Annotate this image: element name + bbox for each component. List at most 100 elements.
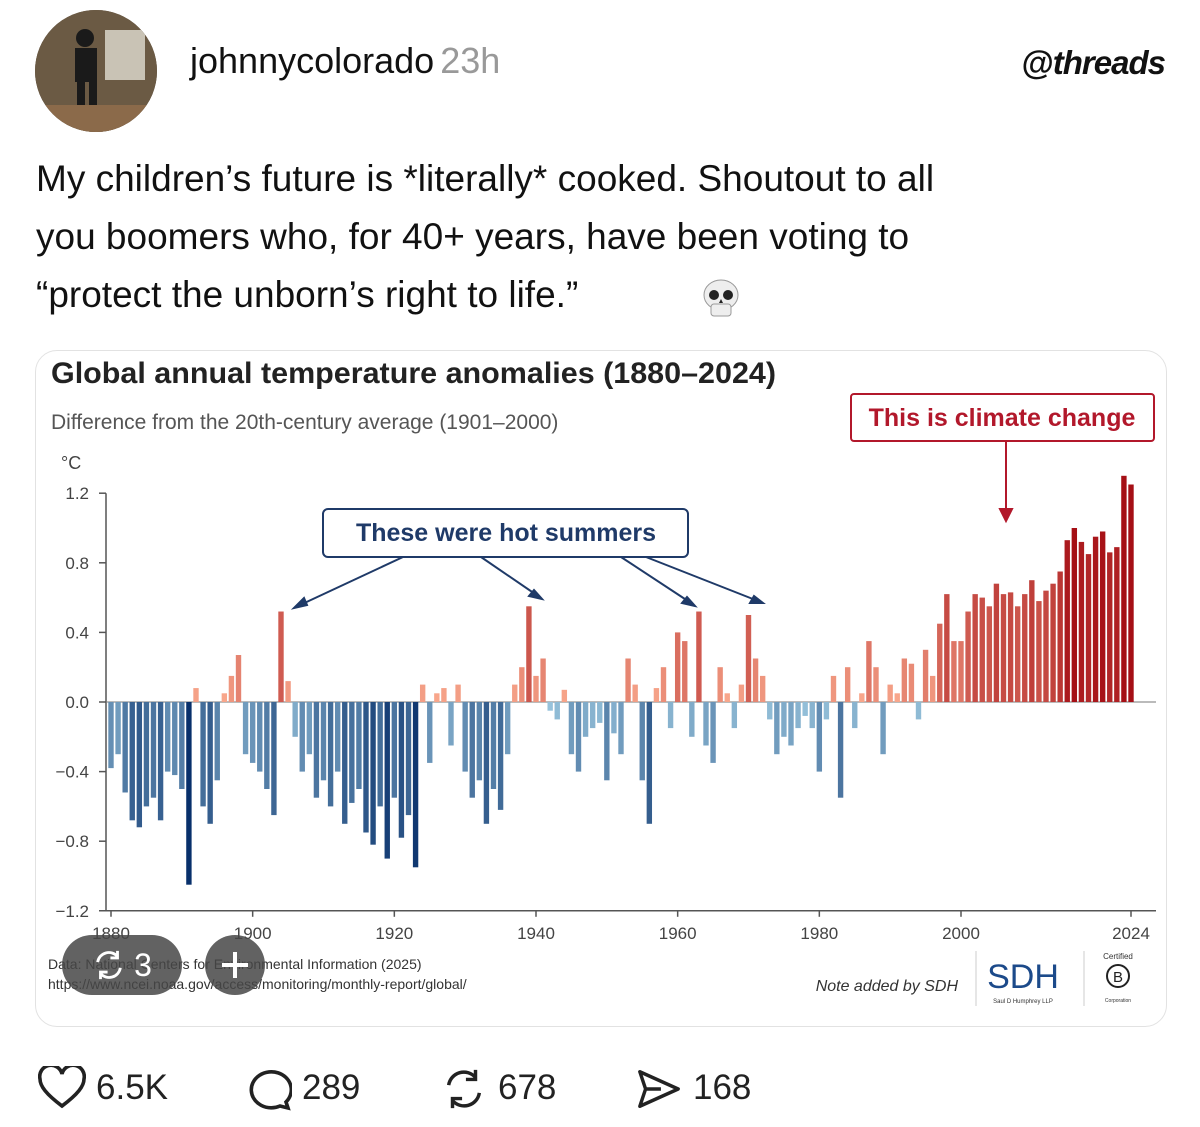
bar xyxy=(519,667,525,702)
bar xyxy=(299,702,305,772)
b-corp-circle xyxy=(1106,964,1130,988)
bar xyxy=(908,663,915,702)
bar xyxy=(377,702,383,807)
username[interactable]: johnnycolorado xyxy=(190,40,435,81)
bar xyxy=(172,702,178,776)
bar xyxy=(639,702,645,781)
bar xyxy=(349,702,355,803)
bar xyxy=(278,611,284,702)
bar xyxy=(342,702,348,824)
chart-title: Global annual temperature anomalies (188… xyxy=(51,357,776,390)
bar xyxy=(604,702,610,781)
annotation: This is climate change xyxy=(869,404,1136,432)
bar xyxy=(951,641,957,702)
add-button[interactable] xyxy=(205,935,265,995)
repost-count: 678 xyxy=(498,1068,557,1107)
y-tick-label: −0.4 xyxy=(55,763,89,782)
bar xyxy=(1014,606,1021,702)
bar xyxy=(327,702,334,807)
bar xyxy=(944,594,950,702)
bar xyxy=(214,702,220,781)
bar xyxy=(143,702,150,807)
bar xyxy=(1057,571,1063,702)
bar xyxy=(653,688,660,702)
avatar[interactable] xyxy=(35,10,157,132)
bar xyxy=(901,658,908,702)
bar xyxy=(419,684,426,702)
post-text: My children’s future is *literally* cook… xyxy=(36,158,935,199)
share-icon[interactable] xyxy=(635,1066,683,1112)
bar xyxy=(1114,547,1120,702)
plus-icon xyxy=(222,952,248,978)
app-name: threads xyxy=(1052,44,1166,81)
logo-mark: SDH xyxy=(987,958,1059,996)
bar xyxy=(164,702,171,772)
bar xyxy=(582,702,589,737)
chart-card[interactable]: Global annual temperature anomalies (188… xyxy=(35,350,1167,1027)
bar xyxy=(965,611,971,702)
bar xyxy=(257,702,263,772)
bar xyxy=(774,702,780,755)
x-tick-label: 2024 xyxy=(1112,924,1150,943)
user-line: johnnycolorado 23h xyxy=(190,40,500,82)
bar xyxy=(866,641,872,702)
bar xyxy=(448,702,454,746)
bar xyxy=(1022,594,1028,702)
bar xyxy=(717,667,723,702)
bar xyxy=(887,684,893,702)
bar xyxy=(625,658,631,702)
x-tick-label: 1920 xyxy=(375,924,413,943)
bar xyxy=(200,702,206,807)
bar xyxy=(852,702,858,729)
like-icon[interactable] xyxy=(38,1066,86,1110)
bar xyxy=(264,702,270,789)
bar xyxy=(660,667,667,702)
bar xyxy=(547,702,553,711)
bar xyxy=(632,684,638,702)
post-time: 23h xyxy=(440,40,501,81)
bar xyxy=(512,684,518,702)
bar xyxy=(136,702,143,828)
bar xyxy=(1050,583,1056,702)
bar xyxy=(129,702,135,821)
annotation-box xyxy=(850,393,1155,442)
bar xyxy=(816,702,823,772)
bar xyxy=(462,702,468,772)
bar xyxy=(568,702,575,755)
b-corp: B xyxy=(1113,969,1123,986)
bar xyxy=(922,649,929,702)
bar xyxy=(469,702,475,798)
skull-emoji xyxy=(703,279,739,317)
bar xyxy=(398,702,405,838)
bar xyxy=(1064,540,1070,702)
bar xyxy=(370,702,376,845)
bar xyxy=(929,675,936,702)
post-text: “protect the unborn’s right to life.” xyxy=(36,274,579,315)
bar xyxy=(1078,541,1085,702)
annotation-arrow xyxy=(998,441,1014,524)
bar xyxy=(441,688,447,702)
media-count-button[interactable]: 3 xyxy=(62,935,182,995)
app-logo[interactable]: @threads xyxy=(1021,44,1166,81)
bar xyxy=(334,702,341,772)
y-tick-label: −1.2 xyxy=(55,902,89,921)
repost-icon[interactable] xyxy=(440,1066,488,1112)
bar xyxy=(363,702,369,833)
comment-icon[interactable] xyxy=(244,1066,292,1112)
bar xyxy=(434,693,440,702)
like-count: 6.5K xyxy=(96,1068,168,1107)
bar xyxy=(1121,475,1127,702)
y-tick-label: −0.8 xyxy=(55,832,89,851)
bar xyxy=(830,675,837,702)
bar xyxy=(972,594,978,702)
bar xyxy=(589,702,596,729)
avatar-image xyxy=(35,10,157,132)
bar xyxy=(193,688,199,702)
certified: Certified xyxy=(1103,952,1133,961)
post-text: you boomers who, for 40+ years, have bee… xyxy=(36,216,910,257)
annotation-box xyxy=(322,508,689,558)
y-tick-label: 0.8 xyxy=(65,554,89,573)
x-tick-label: 1960 xyxy=(659,924,697,943)
bar xyxy=(504,702,511,755)
bar xyxy=(526,606,532,702)
